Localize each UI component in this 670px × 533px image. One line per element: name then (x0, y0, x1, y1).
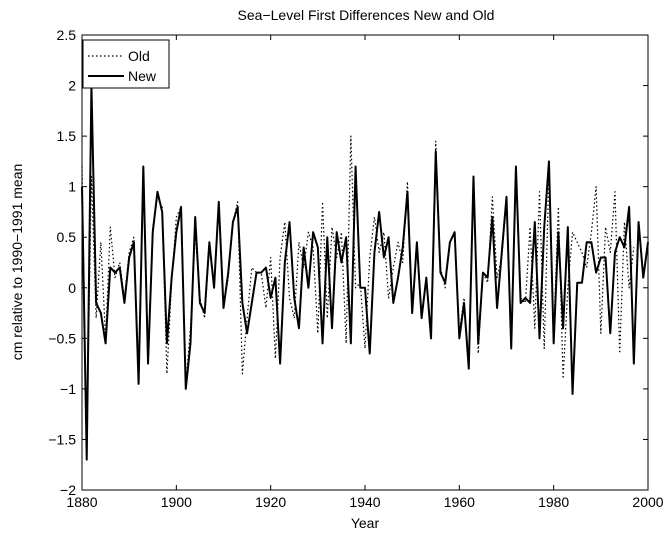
x-tick-label: 1880 (66, 494, 97, 510)
chart-title: Sea−Level First Differences New and Old (238, 7, 495, 23)
legend-label-old: Old (128, 48, 150, 64)
y-tick-label: 0.5 (57, 229, 77, 245)
x-tick-label: 1980 (538, 494, 569, 510)
x-tick-label: 1920 (255, 494, 286, 510)
y-tick-label: −1 (60, 381, 76, 397)
series-line-new (81, 84, 649, 461)
series-line-old (81, 135, 635, 451)
series-layer (81, 84, 649, 461)
x-axis-ticks: 1880 1900 1920 1940 1960 1980 2000 (66, 35, 664, 510)
y-axis-label: cm relative to 1990−1991 mean (9, 164, 25, 361)
y-tick-label: 1.5 (57, 128, 77, 144)
plot-area: 1880 1900 1920 1940 1960 1980 2000 −2 −1.5 −1 −0.… (48, 27, 663, 510)
y-tick-label: 2 (68, 78, 76, 94)
legend-label-new: New (128, 68, 157, 84)
legend: Old New (82, 39, 170, 89)
x-axis-label: Year (351, 515, 380, 531)
x-tick-label: 1960 (444, 494, 475, 510)
legend-box (82, 39, 170, 89)
x-tick-label: 1940 (349, 494, 380, 510)
plot-frame (81, 34, 649, 491)
y-axis-ticks: −2 −1.5 −1 −0.5 0 0.5 1 1.5 2 2.5 (48, 27, 648, 498)
x-tick-label: 1900 (161, 494, 192, 510)
y-tick-label: −0.5 (48, 330, 76, 346)
y-tick-label: −1.5 (48, 431, 76, 447)
y-tick-label: −2 (60, 482, 76, 498)
y-tick-label: 1 (68, 179, 76, 195)
y-tick-label: 0 (68, 280, 76, 296)
y-tick-label: 2.5 (57, 27, 77, 43)
x-tick-label: 2000 (632, 494, 663, 510)
